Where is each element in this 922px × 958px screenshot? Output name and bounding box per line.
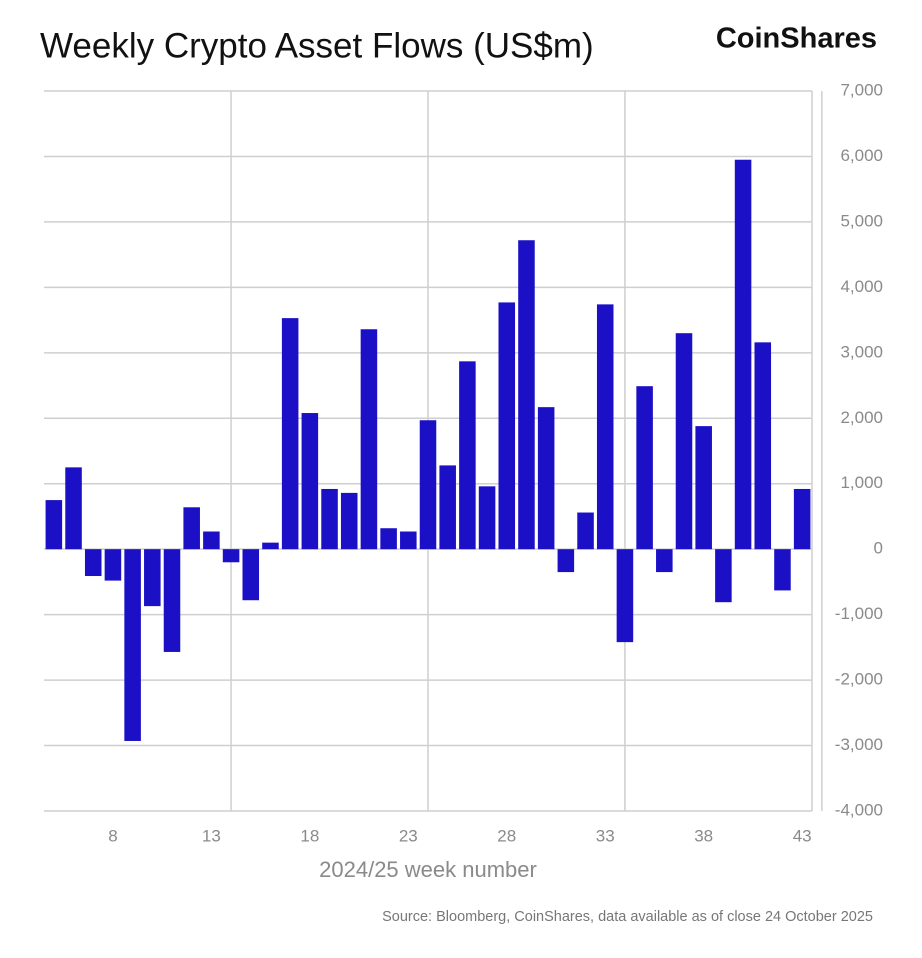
- y-tick-label: -1,000: [835, 604, 883, 623]
- bar: [65, 467, 82, 550]
- bar: [183, 507, 200, 550]
- bar: [459, 361, 476, 550]
- bar: [754, 342, 772, 550]
- bar: [675, 333, 693, 550]
- bar: [695, 426, 712, 550]
- logo: CoinShares: [716, 23, 877, 55]
- bar: [124, 549, 141, 741]
- y-tick-label: 7,000: [840, 80, 883, 99]
- bar: [537, 407, 555, 550]
- y-tick-label: -3,000: [835, 735, 883, 754]
- bar: [636, 386, 653, 550]
- chart-title: Weekly Crypto Asset Flows (US$m): [40, 26, 594, 65]
- y-tick-label: 4,000: [840, 277, 883, 296]
- bar: [478, 486, 496, 550]
- y-tick-label: -4,000: [835, 800, 883, 819]
- bar: [498, 302, 516, 550]
- bar: [281, 318, 299, 550]
- x-tick-label: 43: [793, 826, 812, 845]
- bar: [203, 531, 220, 550]
- bar: [321, 488, 338, 550]
- source-note: Source: Bloomberg, CoinShares, data avai…: [382, 909, 873, 925]
- x-tick-label: 13: [202, 826, 221, 845]
- bar: [557, 549, 575, 573]
- bar: [596, 304, 614, 550]
- bar: [360, 329, 378, 550]
- bar: [104, 549, 122, 581]
- bar: [144, 549, 161, 607]
- bar: [163, 549, 181, 652]
- bar: [340, 492, 358, 550]
- bar: [577, 512, 594, 550]
- x-tick-label: 38: [694, 826, 713, 845]
- bar: [518, 240, 535, 550]
- bar: [419, 420, 437, 550]
- x-tick-label: 28: [497, 826, 516, 845]
- bar: [793, 488, 811, 550]
- bar: [84, 549, 102, 577]
- x-tick-label: 8: [108, 826, 117, 845]
- y-tick-label: 0: [874, 539, 883, 558]
- bar: [439, 465, 456, 550]
- bar: [400, 531, 417, 550]
- y-tick-label: 3,000: [840, 342, 883, 361]
- x-axis-label: 2024/25 week number: [319, 857, 537, 882]
- y-tick-label: 1,000: [840, 473, 883, 492]
- bar: [301, 413, 319, 550]
- y-tick-label: 6,000: [840, 146, 883, 165]
- bar: [380, 528, 397, 550]
- bar: [715, 549, 732, 603]
- y-tick-label: 2,000: [840, 408, 883, 427]
- x-tick-label: 33: [596, 826, 615, 845]
- bar: [774, 549, 791, 591]
- y-tick-label: -2,000: [835, 670, 883, 689]
- x-tick-label: 18: [300, 826, 319, 845]
- bar: [222, 549, 240, 563]
- bar: [616, 549, 634, 643]
- bar: [656, 549, 673, 573]
- x-tick-label: 23: [399, 826, 418, 845]
- bar: [734, 159, 752, 550]
- bar: [242, 549, 260, 601]
- y-tick-label: 5,000: [840, 211, 883, 230]
- bar: [45, 500, 63, 550]
- bar: [262, 542, 279, 550]
